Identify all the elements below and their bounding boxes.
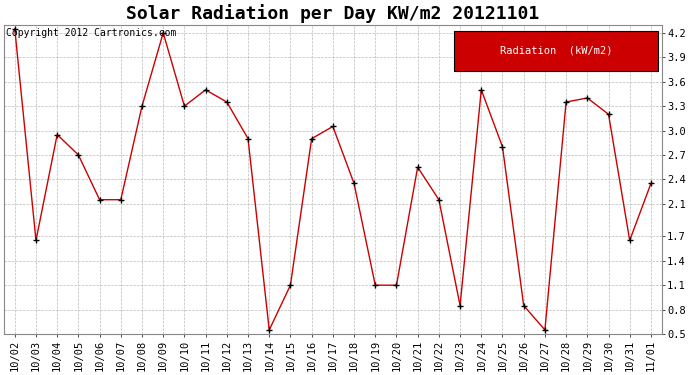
Text: Radiation  (kW/m2): Radiation (kW/m2) <box>500 46 613 56</box>
Text: Copyright 2012 Cartronics.com: Copyright 2012 Cartronics.com <box>6 28 177 38</box>
Title: Solar Radiation per Day KW/m2 20121101: Solar Radiation per Day KW/m2 20121101 <box>126 4 540 23</box>
Bar <box>455 31 658 71</box>
